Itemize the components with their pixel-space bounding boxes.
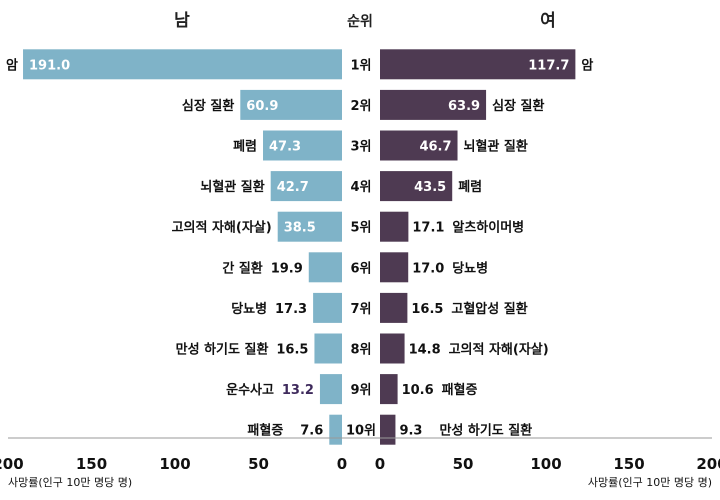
rank-label: 6위	[350, 261, 371, 276]
female-value-label: 43.5	[414, 180, 446, 195]
rank-label: 1위	[350, 58, 371, 73]
male-bar	[314, 333, 342, 364]
male-category-label: 폐렴	[233, 140, 257, 155]
x-tick-label-male: 50	[248, 455, 269, 473]
female-bar	[380, 292, 408, 323]
male-bar	[308, 252, 342, 283]
male-bar	[23, 49, 343, 80]
male-bar	[329, 414, 342, 445]
male-header: 남	[174, 11, 190, 31]
female-category-label: 폐렴	[458, 180, 482, 195]
female-header: 여	[540, 11, 556, 31]
male-value-label: 60.9	[246, 99, 278, 114]
male-bar	[319, 374, 342, 405]
male-bar	[270, 171, 342, 202]
female-bar	[380, 171, 453, 202]
female-category-label: 만성 하기도 질환	[439, 423, 532, 439]
female-bar	[380, 252, 409, 283]
male-bar	[263, 130, 342, 161]
x-tick-label-female: 150	[613, 455, 644, 473]
female-value-label: 14.8	[409, 343, 441, 358]
male-category-label: 뇌혈관 질환	[200, 179, 264, 195]
female-bar	[380, 130, 458, 161]
female-bar	[380, 333, 405, 364]
rank-label: 3위	[350, 140, 371, 155]
female-category-label: 알츠하이머병	[452, 220, 524, 236]
female-value-label: 46.7	[419, 140, 451, 155]
male-value-label: 19.9	[271, 261, 303, 276]
male-value-label: 191.0	[29, 58, 70, 73]
male-bar	[313, 292, 342, 323]
female-value-label: 10.6	[402, 383, 434, 398]
x-axis-title-right: 사망률(인구 10만 명당 명)	[588, 476, 712, 489]
x-tick-label-male: 0	[337, 455, 347, 473]
female-category-label: 뇌혈관 질환	[464, 139, 528, 155]
x-tick-label-female: 0	[375, 455, 385, 473]
male-value-label: 16.5	[276, 343, 308, 358]
female-category-label: 암	[581, 57, 593, 73]
male-category-label: 암	[6, 57, 18, 73]
x-axis-title-left: 사망률(인구 10만 명당 명)	[8, 476, 132, 489]
male-value-label: 17.3	[275, 302, 307, 317]
female-value-label: 17.1	[412, 221, 444, 236]
x-tick-label-male: 200	[0, 455, 24, 473]
rank-header: 순위	[347, 14, 373, 30]
male-category-label: 당뇨병	[231, 301, 267, 317]
rank-label: 8위	[350, 343, 371, 358]
male-bar	[277, 211, 342, 242]
female-bar	[380, 211, 409, 242]
female-value-label: 9.3	[399, 424, 422, 439]
female-value-label: 63.9	[448, 99, 480, 114]
female-bar	[380, 89, 487, 120]
female-category-label: 당뇨병	[452, 260, 488, 276]
female-value-label: 17.0	[412, 261, 444, 276]
male-category-label: 간 질환	[222, 260, 262, 276]
x-tick-label-male: 150	[76, 455, 107, 473]
male-value-label: 42.7	[277, 180, 309, 195]
rank-label: 7위	[350, 302, 371, 317]
rank-label: 4위	[350, 180, 371, 195]
female-category-label: 심장 질환	[492, 98, 544, 114]
female-category-label: 패혈증	[442, 382, 478, 398]
male-category-label: 만성 하기도 질환	[176, 342, 269, 358]
rank-label: 9위	[350, 383, 371, 398]
male-category-label: 심장 질환	[182, 98, 234, 114]
x-tick-label-female: 200	[696, 455, 720, 473]
x-tick-label-female: 50	[453, 455, 474, 473]
female-category-label: 고혈압성 질환	[451, 301, 527, 317]
female-bar	[380, 49, 576, 80]
male-category-label: 운수사고	[226, 382, 274, 398]
male-value-label: 13.2	[282, 383, 314, 398]
female-category-label: 고의적 자해(자살)	[449, 342, 549, 358]
male-value-label: 7.6	[300, 424, 323, 439]
male-category-label: 고의적 자해(자살)	[172, 220, 272, 236]
male-value-label: 38.5	[284, 221, 316, 236]
female-bar	[380, 374, 398, 405]
male-category-label: 패혈증	[247, 423, 283, 439]
rank-label: 2위	[350, 99, 371, 114]
female-value-label: 117.7	[528, 58, 569, 73]
male-value-label: 47.3	[269, 140, 301, 155]
female-value-label: 16.5	[411, 302, 443, 317]
rank-label: 5위	[350, 221, 371, 236]
male-bar	[240, 89, 342, 120]
female-bar	[380, 414, 396, 445]
x-tick-label-female: 100	[530, 455, 561, 473]
rank-label: 10위	[346, 424, 376, 439]
x-tick-label-male: 100	[159, 455, 190, 473]
